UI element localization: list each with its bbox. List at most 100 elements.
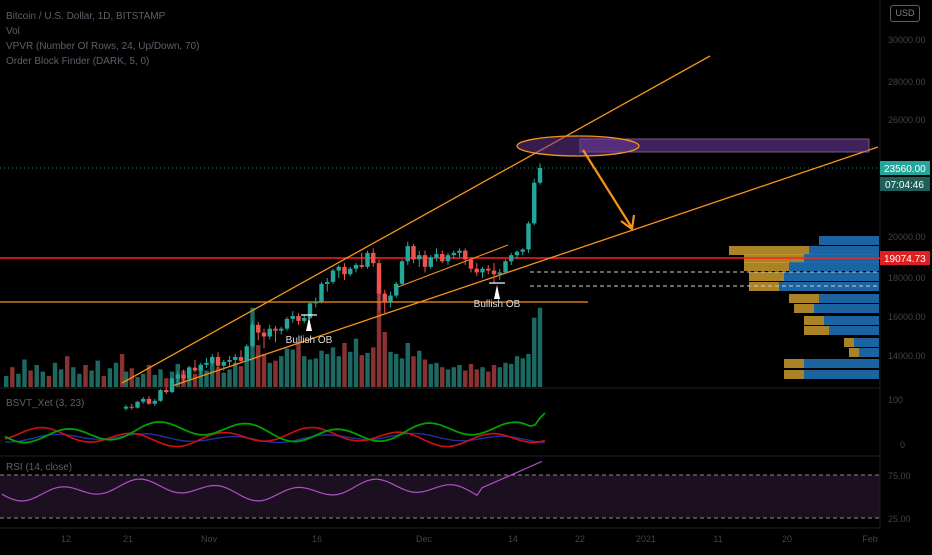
rsi-axis-label: 75.00 xyxy=(888,471,911,481)
volume-bar xyxy=(371,347,376,387)
volume-bar xyxy=(497,367,502,387)
price-tick-label: 16000.00 xyxy=(888,312,926,322)
candle-body xyxy=(526,223,531,250)
volume-bar xyxy=(204,370,209,387)
volume-bar xyxy=(227,369,232,387)
volume-bar xyxy=(40,371,45,387)
volume-bar xyxy=(77,373,82,387)
candle-body xyxy=(204,362,209,365)
volume-bar xyxy=(428,363,433,387)
volume-bar xyxy=(58,369,64,387)
candle-body xyxy=(325,281,330,284)
time-tick-label: Feb xyxy=(862,534,878,544)
candle-body xyxy=(382,293,387,302)
vpvr-down-bar xyxy=(849,348,859,357)
volume-bar xyxy=(353,338,359,387)
level-price-badge xyxy=(880,251,930,265)
volume-bar xyxy=(382,332,387,387)
rsi-legend: RSI (14, close) xyxy=(6,462,72,473)
last-price-label: 23560.00 xyxy=(884,164,926,175)
candle-body xyxy=(422,255,428,267)
projection-arrow xyxy=(582,149,633,229)
bsvt-axis-label: 0 xyxy=(900,440,905,450)
time-tick-label: 14 xyxy=(508,534,518,544)
volume-bar xyxy=(348,351,353,387)
bsvt-red-line xyxy=(4,426,546,448)
candle-body xyxy=(169,378,175,393)
volume-bar xyxy=(273,360,278,387)
volume-bar xyxy=(290,349,295,387)
volume-bar xyxy=(359,355,364,387)
bullish-ob-label: Bullish OB xyxy=(474,299,521,310)
candle-body xyxy=(221,361,226,366)
time-tick-label: 16 xyxy=(312,534,322,544)
vpvr-up-bar xyxy=(784,272,879,281)
candle-body xyxy=(348,268,353,275)
volume-bar xyxy=(52,362,58,387)
bsvt-blue-line xyxy=(4,432,546,444)
candle-body xyxy=(296,316,301,321)
candle-body xyxy=(123,406,129,409)
vpvr-down-bar xyxy=(729,246,809,255)
volume-bar xyxy=(468,363,474,387)
candle-body xyxy=(509,255,514,262)
candle-body xyxy=(233,356,238,360)
volume-bar xyxy=(164,378,169,387)
legend-volume[interactable]: Vol xyxy=(6,26,20,37)
volume-bar xyxy=(388,351,393,387)
vpvr-down-bar xyxy=(784,359,804,368)
volume-bar xyxy=(376,285,382,387)
candle-body xyxy=(411,246,416,260)
volume-bar xyxy=(520,358,525,387)
vpvr-up-bar xyxy=(779,282,879,291)
candle-body xyxy=(129,406,134,408)
legend-main-series[interactable]: Bitcoin / U.S. Dollar, 1D, BITSTAMP xyxy=(6,11,166,22)
currency-button[interactable]: USD xyxy=(890,5,920,22)
time-tick-label: 11 xyxy=(713,534,722,544)
volume-bar xyxy=(394,354,399,387)
candle-body xyxy=(371,252,376,264)
bullish-ob-marker-icon xyxy=(306,317,312,331)
candle-body xyxy=(451,252,456,256)
candle-body xyxy=(152,400,157,404)
last-price-badge xyxy=(880,161,930,175)
candle-body xyxy=(227,359,232,362)
candle-body xyxy=(520,249,525,252)
chart-legend: Bitcoin / U.S. Dollar, 1D, BITSTAMP Vol … xyxy=(6,9,199,69)
volume-bar xyxy=(325,354,330,387)
volume-bar xyxy=(152,374,157,387)
vpvr-down-bar xyxy=(744,262,789,271)
volume-bar xyxy=(451,367,456,387)
candle-body xyxy=(434,254,439,258)
candle-body xyxy=(463,250,468,260)
volume-bar xyxy=(16,373,21,387)
candle-body xyxy=(497,272,502,275)
rsi-band xyxy=(0,475,880,518)
inner-trendline xyxy=(397,244,509,288)
candle-body xyxy=(399,261,405,284)
candle-body xyxy=(336,266,341,271)
volume-bar xyxy=(267,362,272,387)
candle-body xyxy=(164,390,169,393)
candle-body xyxy=(290,316,295,319)
candle-body xyxy=(376,263,382,294)
volume-bar xyxy=(296,343,301,387)
volume-bar xyxy=(65,356,70,387)
candle-body xyxy=(491,270,497,275)
level-price-label: 19074.73 xyxy=(884,254,926,265)
volume-bar xyxy=(279,356,284,387)
volume-bar xyxy=(474,369,479,387)
volume-bar xyxy=(221,372,226,387)
candle-body xyxy=(319,283,324,302)
candle-body xyxy=(514,251,520,256)
candle-body xyxy=(405,246,410,262)
candle-body xyxy=(359,264,364,267)
volume-bar xyxy=(417,350,422,387)
candle-body xyxy=(388,295,393,302)
legend-vpvr[interactable]: VPVR (Number Of Rows, 24, Up/Down, 70) xyxy=(6,41,200,52)
candle-body xyxy=(210,356,215,363)
legend-order-block[interactable]: Order Block Finder (DARK, 5, 0) xyxy=(6,56,150,67)
vpvr-down-bar xyxy=(784,370,804,379)
